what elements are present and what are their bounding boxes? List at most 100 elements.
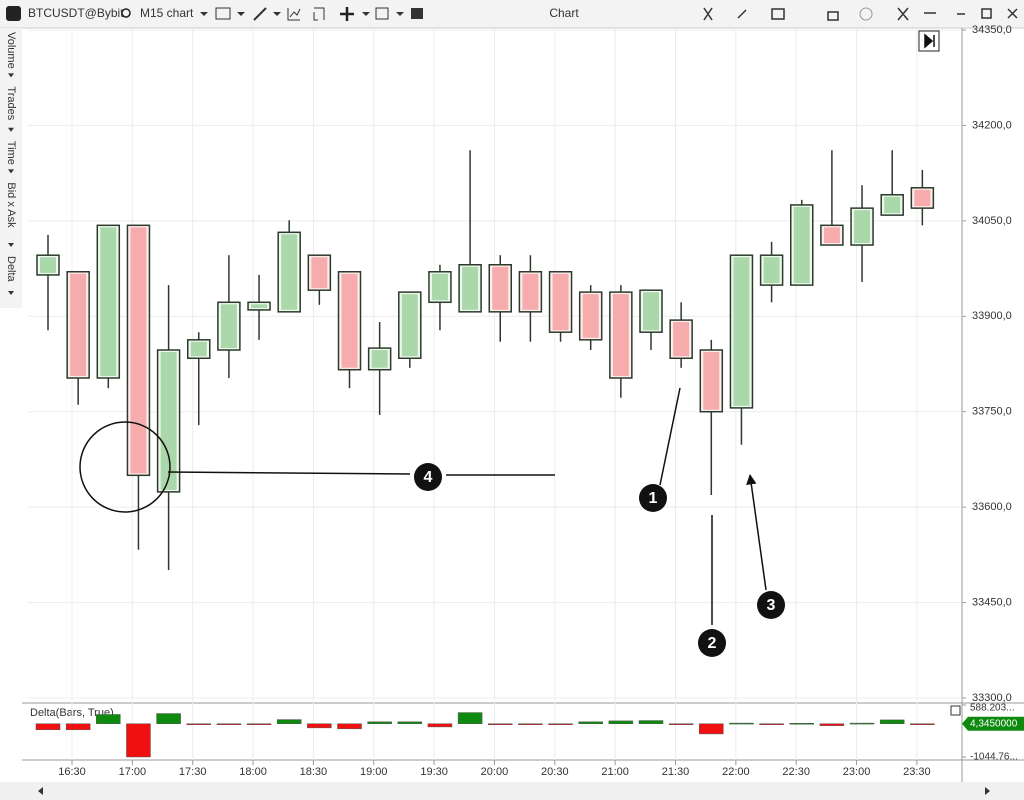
candle-body — [880, 194, 904, 216]
indicator-icon[interactable] — [215, 7, 231, 20]
candle-body — [548, 271, 573, 333]
candle-body — [820, 224, 844, 246]
x-tick-label: 20:00 — [481, 766, 509, 778]
scroll-to-end-icon[interactable] — [924, 33, 935, 49]
delta-bar — [578, 721, 603, 724]
candle-cluster — [854, 210, 871, 244]
candle — [458, 150, 482, 313]
y-tick-label: 33450,0 — [972, 596, 1012, 608]
candle-cluster — [914, 189, 931, 207]
candle — [277, 220, 301, 313]
delta-bar — [729, 722, 754, 725]
candle-cluster — [311, 257, 328, 289]
candle — [880, 150, 904, 216]
delta-bar — [548, 723, 573, 725]
side-tab-arrow — [8, 73, 14, 78]
annotation-label: 1 — [649, 490, 658, 507]
window-title: Chart — [549, 6, 579, 20]
annotation-4: 4 — [414, 463, 442, 491]
search-icon[interactable] — [121, 8, 131, 18]
candle — [307, 254, 332, 305]
candle-cluster — [643, 292, 659, 331]
draw-icon[interactable] — [253, 7, 267, 21]
candle-body — [156, 349, 181, 493]
last-value-tag — [962, 716, 1024, 731]
pane-close[interactable] — [950, 705, 961, 716]
delta-bar — [427, 723, 453, 728]
candle — [66, 271, 90, 405]
candle-cluster — [160, 352, 177, 490]
toolbar — [0, 0, 1024, 28]
delta-bar — [126, 723, 151, 758]
candle-cluster — [522, 273, 539, 310]
candle-body — [699, 349, 724, 413]
candle — [729, 254, 754, 445]
x-tick-label: 17:30 — [179, 766, 207, 778]
side-tab[interactable]: Bid x Ask — [5, 182, 17, 228]
candle — [126, 224, 151, 550]
candle-cluster — [371, 350, 388, 368]
candle-cluster — [100, 227, 117, 376]
candle-body — [790, 204, 814, 286]
x-tick-label: 23:30 — [903, 766, 931, 778]
candle — [428, 264, 452, 331]
x-tick-label: 21:00 — [601, 766, 629, 778]
y-tick-label: 34050,0 — [972, 215, 1012, 227]
candle-body — [217, 301, 241, 351]
side-tab[interactable]: Delta — [5, 256, 17, 283]
candle-body — [277, 231, 301, 313]
symbol[interactable]: BTCUSDT@Bybit — [28, 6, 124, 20]
dropdown-arrows[interactable] — [200, 12, 404, 16]
candle-body — [759, 254, 784, 286]
candle — [518, 255, 543, 342]
candle — [488, 255, 512, 342]
candle-cluster — [793, 206, 810, 284]
candle — [669, 302, 693, 368]
candle-cluster — [763, 257, 780, 284]
candle-body — [910, 187, 935, 209]
candle — [850, 185, 874, 282]
delta-bar — [397, 721, 423, 724]
timeframe[interactable]: M15 chart — [140, 6, 194, 20]
delta-bar — [246, 723, 272, 725]
crosshair-icon[interactable] — [340, 7, 354, 21]
delta-bar — [849, 722, 875, 725]
candle — [247, 274, 271, 340]
delta-bar — [699, 723, 724, 735]
delta-bar — [35, 723, 61, 731]
window-icon[interactable] — [375, 7, 389, 20]
candle-body — [458, 264, 482, 313]
grid: 34350,0 34200,0 34050,0 33900,0 33750,0 33600… — [28, 24, 1018, 778]
side-tab[interactable]: Volume — [5, 32, 17, 69]
delta-bar — [488, 723, 513, 725]
candle — [548, 271, 573, 342]
delta-bar — [457, 712, 483, 724]
candle-body — [66, 271, 90, 379]
color-icon[interactable] — [859, 7, 873, 21]
layout-icon[interactable] — [411, 8, 423, 19]
candle-cluster — [884, 196, 901, 214]
chart-icon[interactable] — [287, 8, 301, 21]
template-icon[interactable] — [313, 7, 325, 21]
app-logo[interactable] — [6, 6, 21, 21]
scrollbar[interactable] — [0, 782, 1024, 800]
side-tab[interactable]: Trades — [5, 86, 17, 120]
delta-bar — [216, 723, 242, 725]
candle-body — [488, 264, 512, 313]
candle-body — [669, 319, 693, 360]
x-tick-label: 18:00 — [239, 766, 267, 778]
x-tick-label: 18:30 — [300, 766, 328, 778]
delta-bar — [186, 723, 211, 725]
side-tab[interactable]: Time — [5, 141, 17, 165]
candle — [367, 322, 392, 415]
candle-body — [609, 291, 633, 379]
candle-body — [518, 271, 543, 313]
candle-cluster — [733, 257, 750, 406]
delta-bar — [789, 723, 814, 725]
side-panel — [0, 28, 22, 308]
highlight-circle — [79, 421, 171, 513]
arrows — [167, 387, 767, 625]
